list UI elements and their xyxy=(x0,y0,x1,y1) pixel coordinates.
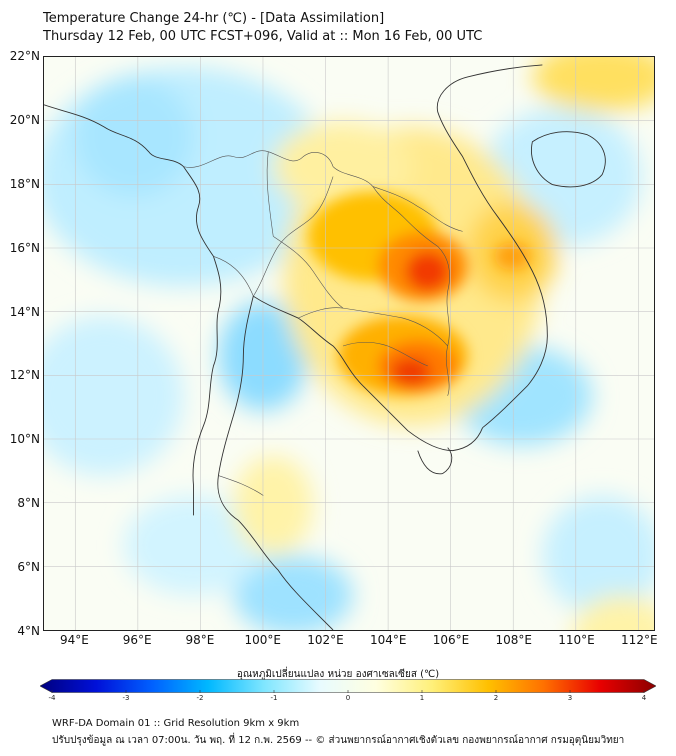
latitude-label: 16°N xyxy=(9,240,40,255)
longitude-label: 108°E xyxy=(495,633,533,647)
longitude-label: 112°E xyxy=(621,633,658,647)
gulf-of-thailand-north-coast xyxy=(253,295,364,387)
border-line xyxy=(273,236,344,309)
warm-core xyxy=(494,242,531,271)
longitude-label: 102°E xyxy=(307,633,344,647)
border-line xyxy=(342,341,428,367)
latitude-label: 8°N xyxy=(17,496,40,511)
graticule xyxy=(44,57,654,630)
hot-spot xyxy=(390,357,431,386)
latitude-label: 22°N xyxy=(9,49,40,63)
colorbar-tick-label: 1 xyxy=(419,694,425,702)
latitude-label: 6°N xyxy=(17,560,40,575)
cool-region xyxy=(73,76,194,197)
colorbar-tick-label: -1 xyxy=(270,694,278,702)
map-title: Temperature Change 24-hr (℃) - [Data Ass… xyxy=(43,11,385,26)
colorbar-title: อุณหภูมิเปลี่ยนแปลง หน่วย องศาเซลเซียส (… xyxy=(236,669,440,680)
colorbar-tick-label: -2 xyxy=(196,694,204,702)
longitude-label: 96°E xyxy=(122,633,152,647)
border-line xyxy=(218,475,264,496)
warm-region xyxy=(233,455,314,556)
colorbar-tick-label: -3 xyxy=(122,694,130,702)
temperature-change-map xyxy=(44,57,654,630)
border-line xyxy=(372,186,463,232)
cool-region xyxy=(542,495,654,616)
mainland-outline xyxy=(44,104,222,516)
colorbar xyxy=(40,679,656,693)
longitude-label: 104°E xyxy=(369,633,407,647)
latitude-label: 10°N xyxy=(9,432,40,447)
cambodia-vietnam-coast xyxy=(362,385,483,452)
vietnam-south-coast xyxy=(436,64,548,429)
border-line xyxy=(298,307,448,347)
colorbar-tick-label: 2 xyxy=(493,694,499,702)
border-line xyxy=(266,151,274,237)
map-subtitle: Thursday 12 Feb, 00 UTC FCST+096, Valid … xyxy=(43,29,483,44)
longitude-label: 110°E xyxy=(558,633,595,647)
hainan-island xyxy=(531,131,606,188)
phu-quoc-coast xyxy=(417,447,453,475)
colorbar-tick-label: 4 xyxy=(641,694,647,702)
model-info: WRF-DA Domain 01 :: Grid Resolution 9km … xyxy=(52,718,300,729)
longitude-label: 106°E xyxy=(432,633,470,647)
temperature-field xyxy=(44,57,654,630)
latitude-label: 14°N xyxy=(9,304,40,319)
longitude-label: 100°E xyxy=(244,633,281,647)
latitude-label: 18°N xyxy=(9,176,40,191)
latitude-label: 4°N xyxy=(17,624,40,638)
cool-region xyxy=(233,555,353,630)
warm-region xyxy=(532,57,654,112)
latitude-label: 12°N xyxy=(9,368,40,383)
hot-spot xyxy=(405,251,450,292)
credit-line: ปรับปรุงข้อมูล ณ เวลา 07:00น. วัน พฤ. ที… xyxy=(52,735,625,746)
map-panel[interactable] xyxy=(43,56,655,631)
border-line xyxy=(213,256,254,297)
warm-region xyxy=(273,121,413,212)
border-line xyxy=(253,176,334,297)
latitude-label: 20°N xyxy=(9,112,40,127)
borders xyxy=(183,150,463,496)
longitude-label: 94°E xyxy=(59,633,89,647)
colorbar-tick-label: 3 xyxy=(567,694,573,702)
colorbar-tick-label: -4 xyxy=(48,694,56,702)
cool-region xyxy=(44,316,184,476)
cool-region xyxy=(123,495,264,596)
warm-region xyxy=(572,595,654,630)
colorbar-tick-label: 0 xyxy=(345,694,351,702)
longitude-label: 98°E xyxy=(185,633,215,647)
